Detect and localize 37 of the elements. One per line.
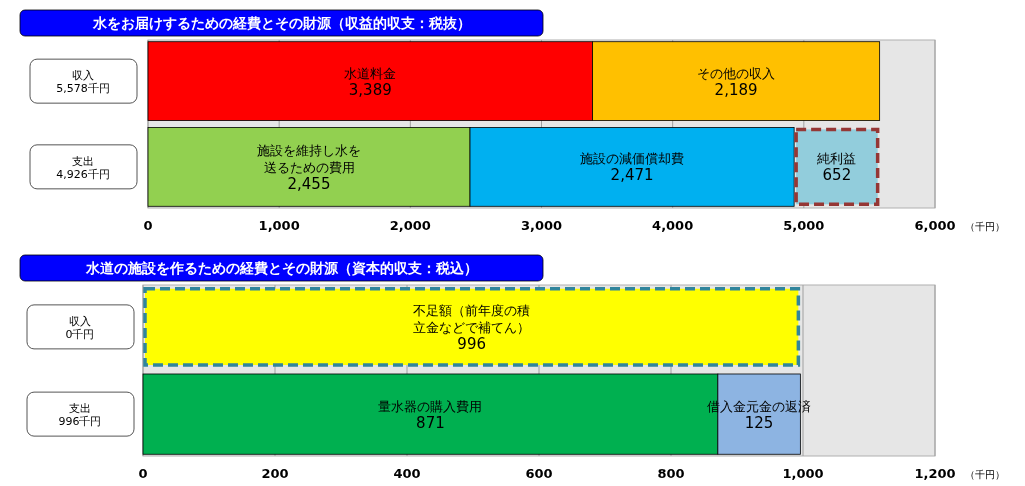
series-label: 量水器の購入費用 bbox=[378, 398, 483, 414]
y-tick-label: 支出 996千円 bbox=[58, 402, 102, 429]
data-label: 2,455 bbox=[287, 174, 331, 193]
x-tick-label: 800 bbox=[657, 466, 685, 481]
x-tick-label: 2,000 bbox=[389, 218, 431, 233]
x-tick-label: 0 bbox=[143, 218, 153, 233]
data-label: 871 bbox=[416, 413, 445, 432]
data-label: 2,189 bbox=[714, 80, 758, 99]
x-tick-label: 4,000 bbox=[652, 218, 694, 233]
x-tick-label: 400 bbox=[393, 466, 421, 481]
series-label: その他の収入 bbox=[697, 65, 776, 81]
y-tick-label: 収入 0千円 bbox=[65, 314, 95, 341]
x-tick-label: 1,200 bbox=[914, 466, 956, 481]
series-label: 施設を維持し水を送るための費用 bbox=[257, 142, 362, 175]
series-label: 施設の減価償却費 bbox=[580, 151, 685, 167]
data-label: 2,471 bbox=[610, 166, 654, 185]
data-label: 996 bbox=[457, 334, 486, 353]
data-label: 125 bbox=[744, 413, 774, 432]
x-tick-label: 6,000 bbox=[914, 218, 956, 233]
x-axis-title: （千円） bbox=[965, 221, 1005, 232]
series-label: 水道料金 bbox=[344, 65, 397, 81]
x-axis-title: （千円） bbox=[965, 469, 1005, 480]
chart-title: 水道の施設を作るための経費とその財源（資本的収支：税込） bbox=[84, 260, 478, 276]
x-tick-label: 1,000 bbox=[782, 466, 824, 481]
data-label: 652 bbox=[822, 166, 852, 185]
x-tick-label: 0 bbox=[138, 466, 148, 481]
chart-title: 水をお届けするための経費とその財源（収益的収支：税抜） bbox=[91, 15, 471, 31]
x-tick-label: 600 bbox=[525, 466, 553, 481]
y-tick-label: 支出 4,926千円 bbox=[56, 154, 110, 181]
data-label: 3,389 bbox=[348, 80, 392, 99]
series-label: 純利益 bbox=[817, 151, 857, 167]
x-tick-label: 200 bbox=[261, 466, 289, 481]
series-label: 不足額（前年度の積立金などで補てん） bbox=[413, 302, 531, 335]
y-tick-label: 収入 5,578千円 bbox=[56, 69, 110, 96]
x-tick-label: 1,000 bbox=[258, 218, 300, 233]
x-tick-label: 3,000 bbox=[520, 218, 563, 233]
x-tick-label: 5,000 bbox=[783, 218, 825, 233]
